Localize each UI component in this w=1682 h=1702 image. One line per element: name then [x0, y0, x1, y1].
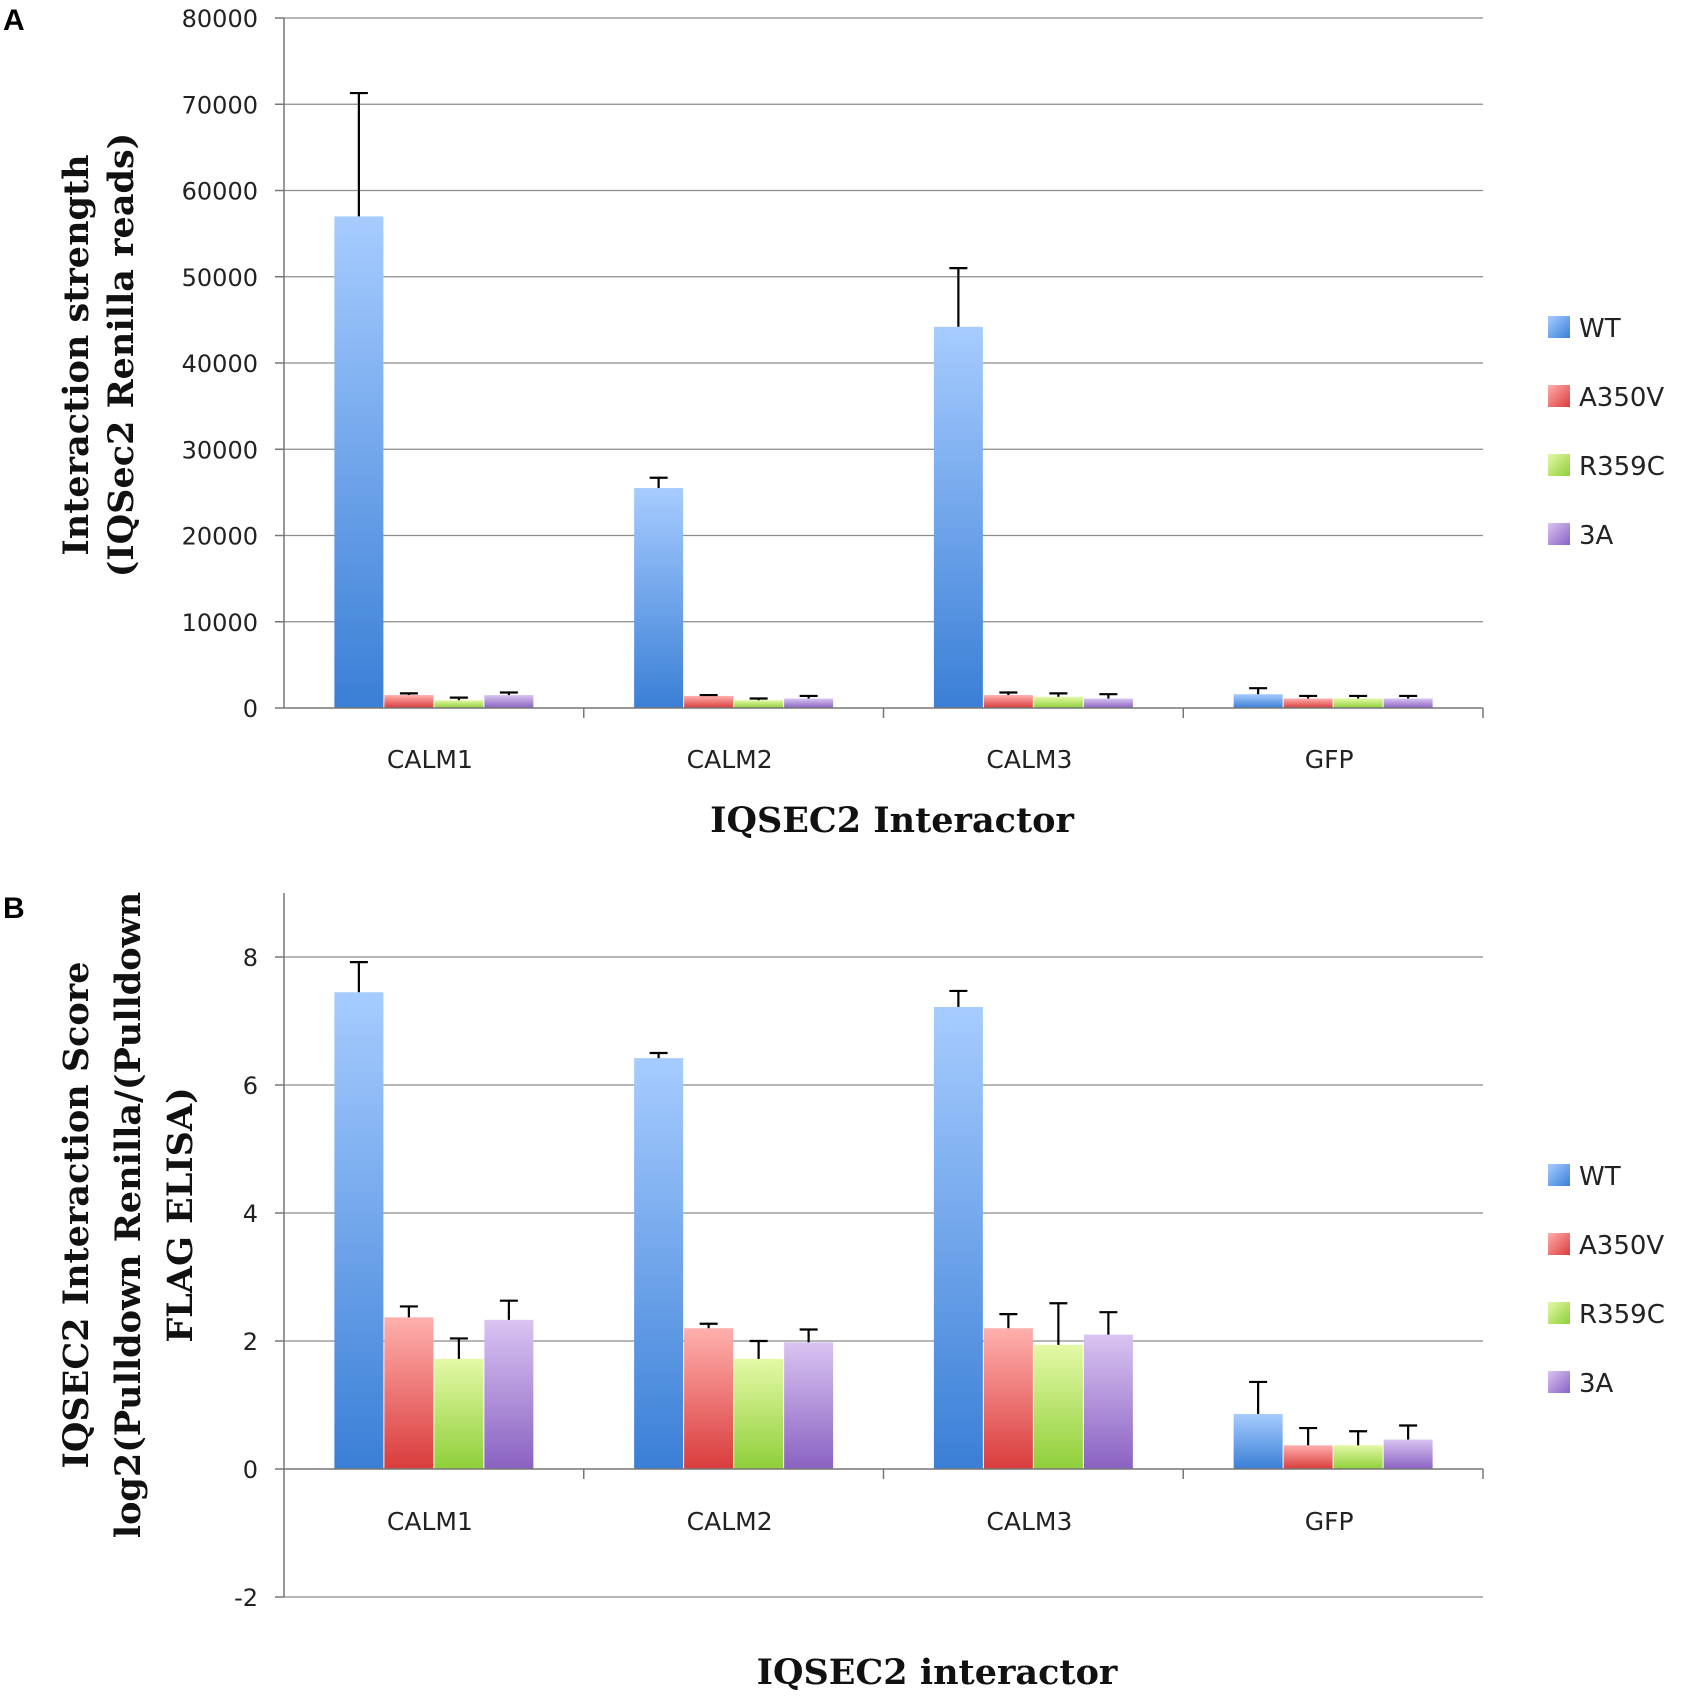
bar-3a-calm1 [484, 695, 534, 708]
y-tick-label: 20000 [182, 523, 258, 551]
category-label-gfp: GFP [1305, 745, 1354, 774]
bar-3a-calm2 [784, 1342, 834, 1469]
y-axis-title-line-1: IQSEC2 Interaction Score [56, 962, 97, 1469]
y-axis-title-line-2: log2(Pulldown Renilla/(Pulldown [108, 892, 149, 1538]
gridlines [284, 956, 1483, 1598]
y-tick-label: 0 [243, 695, 258, 723]
bars [334, 992, 1433, 1469]
y-tick-label: -2 [234, 1584, 258, 1612]
bar-a350v-calm3 [983, 1328, 1033, 1469]
y-axis-title-line-1: Interaction strength [56, 154, 97, 555]
legend-swatch-3a [1548, 1371, 1570, 1393]
legend-label-wt: WT [1579, 314, 1621, 344]
legend-swatch-a350v [1548, 385, 1570, 407]
y-tick-label: 80000 [182, 5, 258, 33]
y-tick-label: 4 [243, 1200, 258, 1228]
category-labels: CALM1 CALM2 CALM3 GFP [387, 745, 1354, 774]
bar-a350v-calm2 [684, 1328, 734, 1469]
bar-3a-calm1 [484, 1319, 534, 1469]
legend-label-3a: 3A [1579, 1369, 1614, 1399]
category-label-gfp: GFP [1305, 1507, 1354, 1536]
category-label-calm2: CALM2 [687, 1507, 773, 1536]
panel-label-a: A [3, 4, 25, 37]
error-bars [349, 91, 1418, 701]
bar-a350v-calm1 [384, 1317, 434, 1469]
bar-wt-calm3 [933, 326, 983, 708]
y-tick-label: 10000 [182, 609, 258, 637]
gridlines [284, 17, 1483, 623]
bar-3a-calm2 [784, 698, 834, 708]
category-labels: CALM1 CALM2 CALM3 GFP [387, 1507, 1354, 1536]
category-label-calm3: CALM3 [986, 1507, 1072, 1536]
y-tick-label: 60000 [182, 178, 258, 206]
legend-label-r359c: R359C [1579, 1300, 1665, 1330]
x-axis-title: IQSEC2 interactor [757, 1652, 1118, 1693]
legend-swatch-r359c [1548, 1302, 1570, 1324]
y-tick-label: 50000 [182, 264, 258, 292]
y-axis-title: IQSEC2 Interaction Score log2(Pulldown R… [56, 892, 201, 1538]
legend-label-a350v: A350V [1579, 383, 1664, 413]
bar-3a-calm3 [1083, 1334, 1133, 1469]
bar-wt-calm1 [334, 216, 384, 708]
bar-r359c-calm2 [734, 1358, 784, 1469]
bar-wt-calm2 [634, 488, 684, 708]
y-tick-label: 2 [243, 1328, 258, 1356]
legend-swatch-a350v [1548, 1233, 1570, 1255]
legend-swatch-r359c [1548, 454, 1570, 476]
category-label-calm1: CALM1 [387, 745, 473, 774]
y-tick-label: 70000 [182, 91, 258, 119]
y-axis-title: Interaction strength (IQSec2 Renilla rea… [56, 133, 142, 578]
y-tick-label: 6 [243, 1072, 258, 1100]
bar-r359c-gfp [1333, 698, 1383, 708]
legend-swatch-wt [1548, 316, 1570, 338]
bar-wt-calm3 [933, 1006, 983, 1469]
bar-r359c-calm3 [1033, 1344, 1083, 1469]
legend-swatch-wt [1548, 1164, 1570, 1186]
bar-a350v-calm1 [384, 695, 434, 708]
axes [275, 17, 1484, 718]
category-label-calm1: CALM1 [387, 1507, 473, 1536]
bar-wt-gfp [1233, 694, 1283, 708]
y-tick-label: 0 [243, 1456, 258, 1484]
legend-label-3a: 3A [1579, 521, 1614, 551]
bar-3a-calm3 [1083, 698, 1133, 708]
y-tick-labels: -2 0 2 4 6 8 [234, 944, 258, 1612]
bar-r359c-gfp [1333, 1445, 1383, 1469]
bar-a350v-calm3 [983, 695, 1033, 708]
panel-b: B -2 0 2 4 6 8 CALM1 CALM2 CALM3 GFP IQSEC2 inte… [3, 892, 1665, 1693]
bar-3a-gfp [1383, 1439, 1433, 1469]
bar-a350v-gfp [1283, 1445, 1333, 1469]
y-tick-label: 8 [243, 944, 258, 972]
bar-r359c-calm2 [734, 700, 784, 708]
bar-a350v-calm2 [684, 695, 734, 708]
legend-label-wt: WT [1579, 1162, 1621, 1192]
y-tick-labels: 0 10000 20000 30000 40000 50000 60000 70000 8000… [182, 5, 258, 723]
x-axis-title: IQSEC2 Interactor [710, 800, 1074, 841]
y-tick-label: 40000 [182, 350, 258, 378]
legend: WT A350V R359C 3A [1548, 314, 1665, 551]
error-bars [349, 961, 1418, 1446]
y-axis-title-line-3: FLAG ELISA) [160, 1087, 201, 1342]
panel-label-b: B [3, 892, 25, 925]
bar-r359c-calm1 [434, 700, 484, 708]
bar-r359c-calm3 [1033, 696, 1083, 708]
legend-swatch-3a [1548, 523, 1570, 545]
bar-wt-calm1 [334, 992, 384, 1469]
legend-label-a350v: A350V [1579, 1231, 1664, 1261]
legend: WT A350V R359C 3A [1548, 1162, 1665, 1399]
bar-3a-gfp [1383, 698, 1433, 708]
bar-a350v-gfp [1283, 698, 1333, 708]
bar-wt-calm2 [634, 1058, 684, 1469]
bars [334, 216, 1433, 708]
category-label-calm3: CALM3 [986, 745, 1072, 774]
panel-a: A 0 10000 20000 30000 40000 50000 60000 70000 80… [3, 4, 1665, 841]
y-tick-label: 30000 [182, 436, 258, 464]
category-label-calm2: CALM2 [687, 745, 773, 774]
legend-label-r359c: R359C [1579, 452, 1665, 482]
bar-wt-gfp [1233, 1413, 1283, 1469]
y-axis-title-line-2: (IQSec2 Renilla reads) [101, 133, 142, 578]
axes [275, 893, 1484, 1598]
bar-r359c-calm1 [434, 1358, 484, 1469]
